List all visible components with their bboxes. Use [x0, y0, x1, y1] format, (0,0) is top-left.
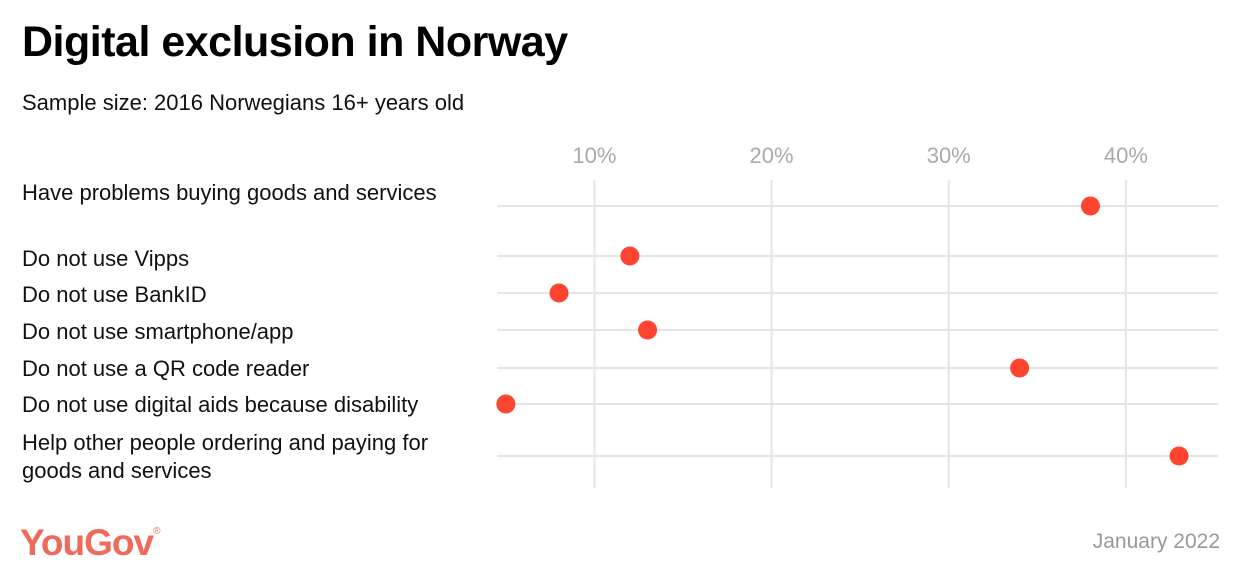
data-point — [549, 283, 569, 303]
category-label: Do not use BankID — [22, 282, 207, 307]
chart-subtitle: Sample size: 2016 Norwegians 16+ years o… — [22, 90, 465, 115]
category-label: Do not use a QR code reader — [22, 356, 310, 381]
x-tick-label: 40% — [1104, 143, 1148, 168]
logo-text: YouGov — [20, 522, 154, 563]
category-label: Help other people ordering and paying fo… — [22, 430, 429, 483]
category-label: Do not use smartphone/app — [22, 319, 294, 344]
data-point — [620, 246, 640, 266]
chart-title: Digital exclusion in Norway — [22, 18, 568, 66]
category-label: Have problems buying goods and services — [22, 180, 437, 205]
category-label: Do not use digital aids because disabili… — [22, 392, 419, 417]
x-tick-label: 10% — [572, 143, 616, 168]
data-point — [638, 320, 658, 340]
x-tick-label: 30% — [927, 143, 971, 168]
data-point — [1169, 446, 1189, 466]
data-point — [1080, 196, 1100, 216]
yougov-logo: YouGov® — [20, 522, 161, 563]
category-label: Do not use Vipps — [22, 246, 190, 271]
date-label: January 2022 — [1092, 530, 1220, 553]
x-tick-label: 20% — [750, 143, 794, 168]
data-point — [1010, 358, 1030, 378]
data-point — [496, 394, 516, 414]
